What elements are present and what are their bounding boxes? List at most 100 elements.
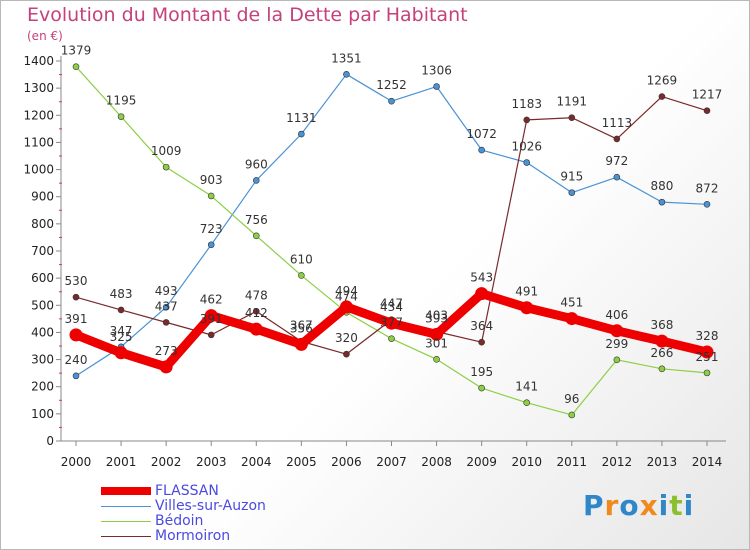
data-point-mormoiron [703, 107, 711, 114]
data-point-b-doin [568, 411, 576, 419]
data-point-b-doin [613, 356, 621, 364]
data-label: 391 [200, 312, 223, 326]
data-point-flassan [294, 337, 308, 351]
x-tick-label: 2004 [241, 455, 272, 469]
data-point-b-doin [162, 163, 170, 171]
data-label: 478 [245, 288, 268, 302]
data-point-b-doin [703, 369, 711, 377]
data-point-flassan [610, 324, 624, 338]
data-point-flassan [430, 327, 444, 341]
data-point-b-doin [252, 232, 260, 240]
x-tick-label: 2009 [466, 455, 497, 469]
data-label: 328 [696, 329, 719, 343]
data-label: 1269 [647, 74, 678, 88]
data-point-b-doin [72, 63, 80, 70]
x-tick-label: 2013 [647, 455, 678, 469]
data-label: 1306 [421, 64, 452, 78]
data-label: 403 [425, 309, 448, 323]
data-label: 195 [470, 365, 493, 379]
data-label: 960 [245, 157, 268, 171]
data-label: 491 [515, 285, 538, 299]
data-label: 872 [696, 181, 719, 195]
data-label: 251 [696, 350, 719, 364]
data-label: 543 [470, 271, 493, 285]
x-tick-label: 2011 [557, 455, 588, 469]
data-label: 368 [650, 318, 673, 332]
data-point-b-doin [433, 355, 440, 363]
x-tick-label: 2005 [286, 455, 317, 469]
data-point-mormoiron [523, 116, 531, 124]
data-label: 266 [650, 346, 673, 360]
data-point-villes-sur-auzon [433, 83, 440, 90]
unit-label: (en €) [27, 29, 63, 43]
data-point-mormoiron [343, 350, 350, 358]
data-point-mormoiron [72, 293, 80, 301]
data-label: 530 [65, 274, 88, 288]
data-label: 437 [155, 299, 178, 313]
data-label: 1183 [511, 97, 542, 111]
data-label: 325 [110, 330, 133, 344]
data-label: 972 [605, 154, 628, 168]
x-tick-label: 2007 [376, 455, 407, 469]
data-label: 494 [335, 284, 358, 298]
data-label: 447 [380, 297, 403, 311]
data-label: 1195 [106, 94, 137, 108]
data-label: 364 [470, 319, 493, 333]
data-label: 406 [605, 308, 628, 322]
data-point-mormoiron [568, 114, 576, 122]
legend-swatch-mormoiron [101, 536, 151, 537]
data-point-flassan [339, 300, 353, 314]
data-point-villes-sur-auzon [703, 201, 711, 208]
proxiti-logo: Proxiti [583, 489, 695, 522]
data-label: 96 [564, 392, 579, 406]
data-label: 610 [290, 252, 313, 266]
data-label: 1217 [692, 88, 723, 102]
data-point-villes-sur-auzon [613, 173, 621, 181]
data-label: 723 [200, 222, 223, 236]
x-tick-label: 2010 [511, 455, 542, 469]
y-tick-label: 400 [31, 325, 54, 339]
data-point-mormoiron [658, 93, 666, 100]
y-tick-label: 0 [46, 434, 54, 448]
data-point-mormoiron [613, 135, 621, 143]
legend-label-bedoin: Bédoin [155, 513, 204, 529]
data-label: 1379 [61, 44, 92, 58]
data-point-flassan [565, 312, 579, 326]
data-label: 1252 [376, 78, 407, 92]
legend-swatch-villes-sur-auzon [101, 506, 151, 507]
data-point-b-doin [298, 272, 305, 279]
data-point-flassan [520, 301, 534, 315]
data-label: 240 [65, 353, 88, 367]
data-label: 393 [425, 311, 448, 325]
data-label: 299 [605, 337, 628, 351]
x-tick-label: 2001 [106, 455, 137, 469]
data-point-flassan [249, 322, 263, 336]
data-label: 1026 [511, 140, 542, 154]
legend-label-villes-sur-auzon: Villes-sur-Auzon [155, 498, 266, 514]
data-point-flassan [700, 345, 714, 359]
data-point-villes-sur-auzon [252, 177, 260, 184]
data-point-flassan [114, 346, 128, 360]
data-point-villes-sur-auzon [298, 130, 305, 138]
legend-swatch-bedoin [101, 521, 151, 522]
data-point-b-doin [117, 113, 125, 120]
data-point-b-doin [478, 384, 485, 392]
data-label: 273 [155, 344, 178, 358]
data-point-villes-sur-auzon [478, 146, 485, 154]
data-label: 1072 [466, 127, 497, 141]
y-tick-label: 900 [31, 190, 54, 204]
data-point-mormoiron [478, 338, 485, 346]
x-tick-label: 2014 [692, 455, 723, 469]
data-label: 903 [200, 173, 223, 187]
data-label: 377 [380, 316, 403, 330]
data-point-mormoiron [162, 319, 170, 326]
data-label: 483 [110, 287, 133, 301]
data-point-villes-sur-auzon [72, 372, 80, 380]
y-tick-label: 500 [31, 298, 54, 312]
series-villes-sur-auzon [72, 71, 711, 380]
y-tick-label: 1400 [23, 54, 54, 68]
y-tick-label: 600 [31, 271, 54, 285]
data-point-b-doin [207, 192, 215, 200]
y-tick-label: 700 [31, 244, 54, 258]
